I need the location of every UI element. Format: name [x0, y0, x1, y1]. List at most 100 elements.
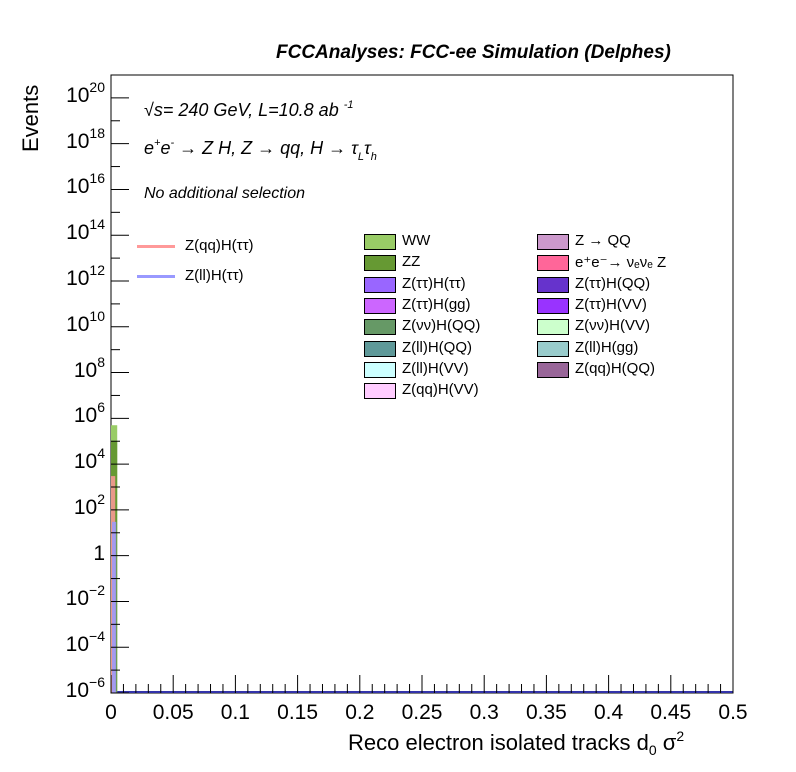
legend-swatch	[364, 234, 396, 250]
x-tick-label: 0.3	[469, 701, 499, 724]
x-tick-label: 0.2	[345, 701, 375, 724]
legend-line	[137, 275, 175, 278]
legend-label: Z(ll)H(VV)	[402, 359, 469, 377]
y-tick-base: 10	[66, 221, 90, 245]
y-tick-label: 104	[5, 445, 105, 474]
y-tick-label: 108	[5, 354, 105, 383]
y-tick-base: 10	[73, 404, 98, 428]
selection-annotation: No additional selection	[144, 185, 305, 202]
legend-label: ZZ	[402, 253, 421, 271]
y-tick-exponent: 20	[89, 78, 105, 95]
x-tick-label: 0.1	[220, 701, 250, 724]
legend-label: Z(qq)H(VV)	[402, 381, 479, 399]
x-axis-label-sub: 0	[648, 742, 657, 758]
legend-label: Z(qq)H(ττ)	[185, 237, 254, 254]
x-tick-label: 0.45	[650, 701, 692, 724]
legend-swatch	[364, 297, 396, 314]
y-tick-base: 10	[73, 495, 98, 519]
x-axis-label-sup: 2	[676, 728, 685, 744]
y-tick-base: 10	[65, 587, 90, 611]
legend-label: Z(ll)H(gg)	[575, 338, 639, 356]
legend-swatch	[364, 319, 396, 336]
y-tick-exponent: 10	[89, 307, 105, 324]
y-tick-label: 106	[5, 399, 105, 428]
y-tick-base: 10	[66, 312, 90, 336]
legend-label: Z(νν)H(VV)	[575, 317, 650, 335]
process-plus: +	[154, 137, 161, 149]
legend-swatch	[364, 255, 396, 272]
y-tick-exponent: 4	[97, 445, 105, 462]
legend-swatch	[364, 340, 396, 357]
y-tick-exponent: −6	[89, 674, 105, 690]
legend-swatch	[364, 276, 396, 293]
legend-swatch	[537, 340, 569, 357]
axis-ticks	[110, 97, 734, 694]
legend-label: Z(ll)H(ττ)	[185, 267, 244, 284]
y-tick-exponent: 14	[89, 216, 105, 233]
y-tick-label: 10−4	[5, 628, 105, 657]
legend-label: Z(ττ)H(VV)	[575, 295, 647, 313]
y-tick-base: 10	[65, 679, 90, 702]
y-tick-label: 1016	[5, 170, 105, 199]
y-tick-label: 1020	[5, 79, 105, 108]
y-tick-base: 10	[65, 633, 90, 657]
legend-label: Z(ττ)H(gg)	[402, 295, 471, 313]
x-tick-label: 0.15	[277, 701, 319, 724]
histogram-bars	[111, 425, 733, 693]
y-tick-base: 10	[66, 267, 90, 290]
process-annotation: e+e- → Z H, Z → qq, H → τLτh	[144, 137, 377, 163]
y-tick-exponent: 16	[89, 170, 105, 187]
legend-swatch	[537, 361, 569, 378]
legend-swatch	[537, 276, 569, 293]
process-sub-l: L	[357, 151, 365, 163]
y-tick-base: 10	[66, 175, 90, 199]
process-minus: -	[170, 137, 175, 149]
legend-swatch	[537, 297, 569, 314]
x-axis-label-text: Reco electron isolated tracks d	[348, 730, 649, 755]
x-tick-label: 0.25	[401, 701, 443, 724]
legend-swatch	[364, 383, 396, 400]
legend-label: Z(qq)H(QQ)	[575, 359, 655, 377]
lumi-exponent: -1	[343, 99, 354, 111]
y-tick-exponent: 2	[97, 490, 105, 507]
y-tick-base: 1	[93, 541, 105, 565]
legend-label: e⁺e⁻→ νₑνₑ Z	[575, 254, 667, 272]
x-tick-label: 0.5	[718, 701, 748, 724]
y-tick-base: 10	[73, 358, 98, 382]
x-axis-label-sigma: σ	[656, 730, 677, 755]
process-text: → Z H, Z → qq, H → τ	[174, 138, 358, 158]
x-tick-label: 0	[105, 701, 117, 724]
sqrt-s-label: √s	[144, 100, 163, 120]
y-tick-label: 102	[5, 491, 105, 520]
y-tick-label: 10−2	[5, 582, 105, 611]
legend-swatch	[537, 255, 569, 272]
legend-line	[137, 245, 175, 248]
process-tau: τ	[364, 138, 371, 158]
y-tick-exponent: 8	[97, 353, 105, 370]
y-tick-exponent: −4	[89, 628, 105, 645]
y-tick-base: 10	[66, 129, 90, 153]
y-tick-exponent: 6	[97, 399, 105, 416]
legend-label: Z(ττ)H(QQ)	[575, 274, 651, 292]
y-tick-exponent: 12	[89, 262, 105, 278]
legend-label: Z(ττ)H(ττ)	[402, 274, 466, 292]
process-e2: e	[160, 138, 171, 158]
process-sub-h: h	[370, 151, 377, 163]
y-tick-base: 10	[66, 83, 90, 107]
x-tick-label: 0.05	[152, 701, 194, 724]
x-axis-label: Reco electron isolated tracks d0 σ2	[348, 728, 685, 758]
x-tick-label: 0.4	[593, 701, 624, 724]
energy-text: = 240 GeV, L=10.8 ab	[162, 100, 339, 120]
signal-bar-1	[112, 521, 117, 693]
legend-swatch	[364, 361, 396, 378]
y-tick-base: 10	[73, 450, 98, 474]
y-tick-label: 1014	[5, 216, 105, 245]
y-tick-label: 1010	[5, 308, 105, 337]
legend-label: WW	[402, 232, 431, 249]
legend-label: Z(ll)H(QQ)	[402, 338, 472, 356]
y-tick-label: 10−6	[5, 674, 105, 703]
legend-label: Z → QQ	[575, 232, 631, 249]
legend-swatch	[537, 319, 569, 336]
y-tick-exponent: 18	[89, 124, 105, 141]
